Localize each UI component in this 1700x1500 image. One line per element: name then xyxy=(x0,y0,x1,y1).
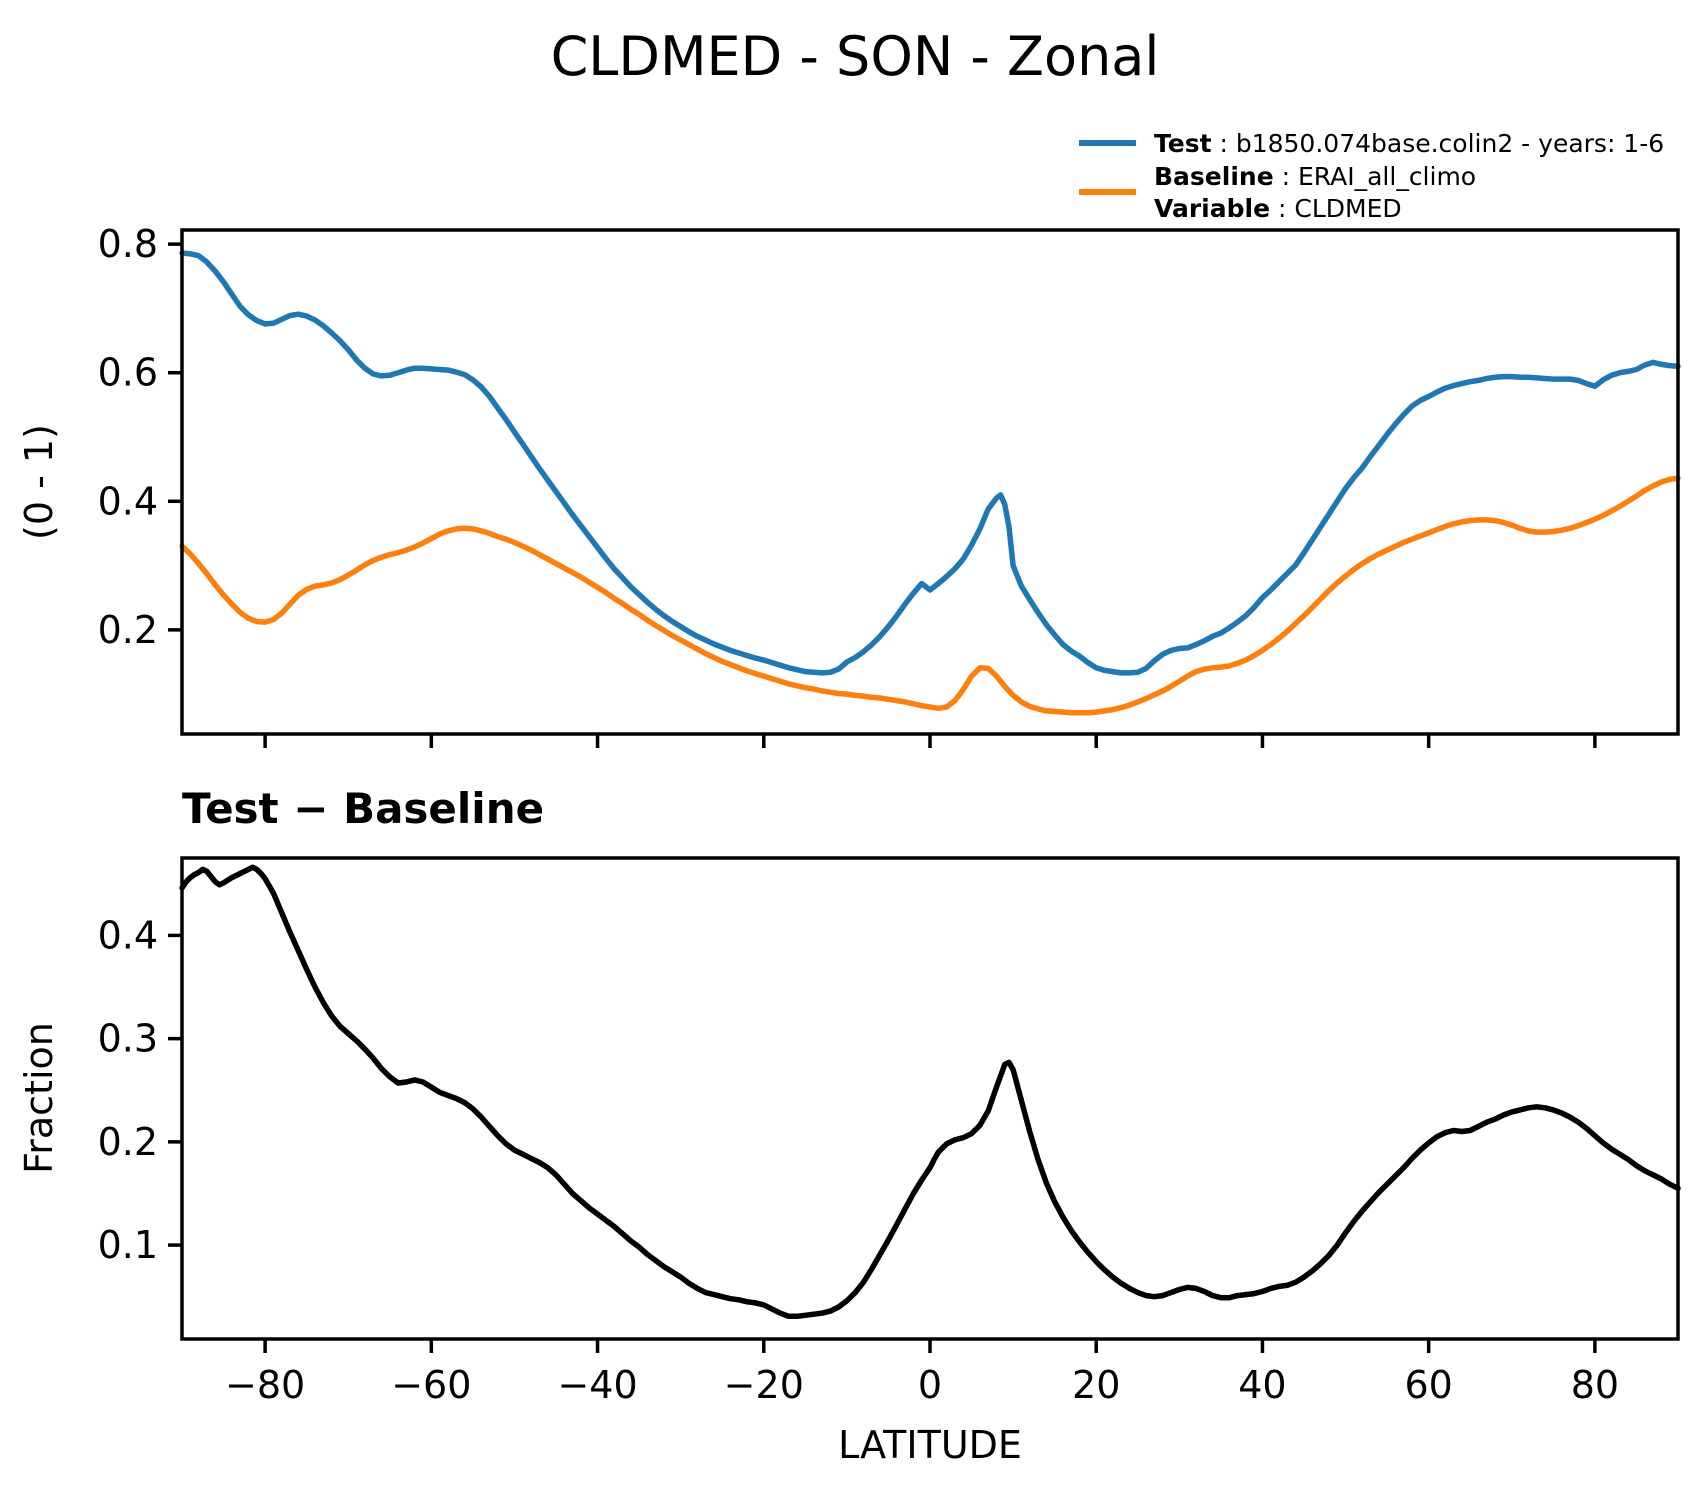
x-tick-label: 40 xyxy=(1238,1363,1286,1407)
y-tick-label: 0.4 xyxy=(98,913,158,957)
y-tick-label: 0.2 xyxy=(98,608,158,652)
legend-test-value: : b1850.074base.colin2 - years: 1-6 xyxy=(1212,129,1665,158)
x-axis-label: LATITUDE xyxy=(838,1423,1022,1467)
legend-variable-entry: Variable : CLDMED xyxy=(1154,194,1402,223)
x-tick-label: −20 xyxy=(724,1363,804,1407)
x-tick-label: 80 xyxy=(1571,1363,1619,1407)
x-tick-label: −80 xyxy=(225,1363,305,1407)
bottom-y-axis-label: Fraction xyxy=(17,1022,61,1174)
top-y-axis-label: (0 - 1) xyxy=(17,424,61,540)
x-tick-label: −60 xyxy=(391,1363,471,1407)
baseline-line xyxy=(179,475,1681,716)
y-tick-label: 0.8 xyxy=(98,222,158,266)
x-tick-label: 0 xyxy=(918,1363,942,1407)
legend-test-label: Test xyxy=(1154,129,1212,158)
x-tick-label: 60 xyxy=(1404,1363,1452,1407)
test-baseline-line xyxy=(179,864,1681,1320)
y-tick-label: 0.4 xyxy=(98,479,158,523)
bottom-panel-axes: −80 −60 −40 −20 0 20 40 60 80 0.1 0.2 0.3 0.4 xyxy=(98,864,1681,1407)
legend-variable-label: Variable xyxy=(1154,194,1270,223)
bottom-panel-spines xyxy=(180,856,1680,1341)
legend-test-entry: Test : b1850.074base.colin2 - years: 1-6 xyxy=(1154,129,1664,158)
legend-baseline-label: Baseline xyxy=(1154,162,1274,191)
x-tick-label: 20 xyxy=(1072,1363,1120,1407)
y-tick-label: 0.6 xyxy=(98,351,158,395)
top-panel-spines xyxy=(180,228,1680,736)
legend-baseline-value: : ERAI_all_climo xyxy=(1274,162,1476,191)
top-panel-axes: 0.2 0.4 0.6 0.8 xyxy=(98,222,1681,748)
x-tick-label: −40 xyxy=(557,1363,637,1407)
difference-panel-title: Test − Baseline xyxy=(182,784,544,833)
page-title: CLDMED - SON - Zonal xyxy=(551,25,1160,88)
y-tick-label: 0.2 xyxy=(98,1120,158,1164)
y-tick-label: 0.1 xyxy=(98,1223,158,1267)
test-line xyxy=(179,250,1681,676)
legend-variable-value: : CLDMED xyxy=(1270,194,1402,223)
legend: Test : b1850.074base.colin2 - years: 1-6… xyxy=(1079,129,1664,223)
y-tick-label: 0.3 xyxy=(98,1017,158,1061)
legend-baseline-entry: Baseline : ERAI_all_climo xyxy=(1154,162,1476,191)
